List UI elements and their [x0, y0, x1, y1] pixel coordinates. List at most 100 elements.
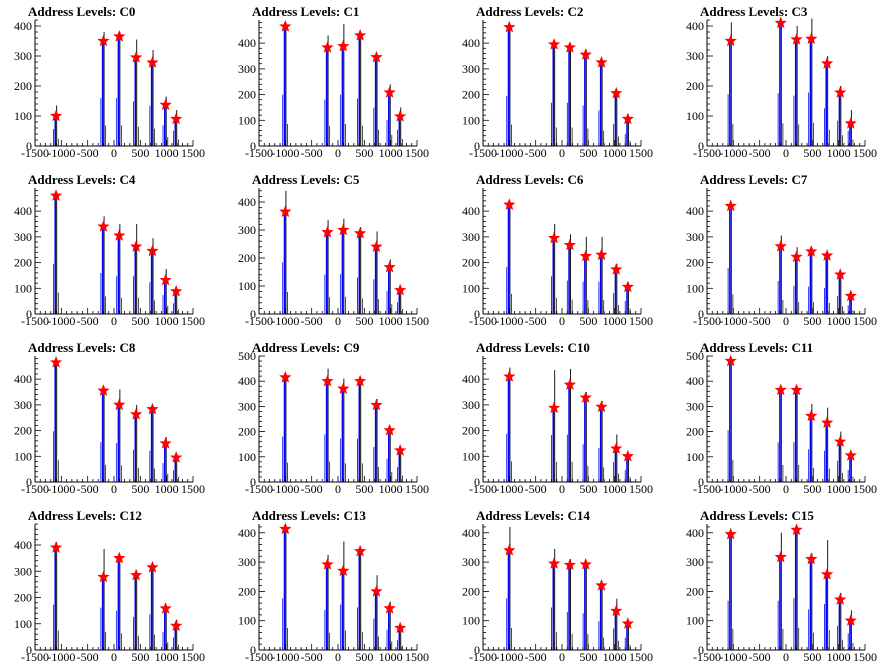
histogram-bar — [838, 274, 841, 314]
x-tick-label: 500 — [355, 482, 373, 496]
peak-marker — [146, 56, 159, 68]
peak-marker — [805, 32, 818, 45]
x-tick-label: 1000 — [379, 650, 403, 664]
histogram-panel: Address Levels: C14 0 100 200 300 400 -1500 -10… — [448, 504, 672, 672]
y-tick-label: 300 — [686, 555, 704, 569]
x-tick-label: -1500 — [469, 482, 497, 496]
histogram-bar — [779, 390, 781, 482]
x-tick-label: -1000 — [719, 146, 747, 160]
x-tick-label: -1500 — [245, 146, 273, 160]
peak-marker — [321, 558, 334, 570]
y-tick-label: 400 — [238, 195, 256, 209]
peak-marker — [844, 449, 857, 461]
x-tick-label: 1500 — [181, 650, 205, 664]
x-tick-label: -1000 — [495, 650, 523, 664]
peak-marker — [97, 34, 110, 47]
x-tick-label: -500 — [525, 146, 547, 160]
histogram-bar — [54, 362, 57, 482]
peak-marker — [774, 16, 787, 29]
histogram-bar — [599, 585, 602, 650]
peak-marker — [844, 117, 857, 129]
x-tick-label: -500 — [749, 146, 771, 160]
peak-marker — [621, 112, 634, 125]
histogram-plot: 0 100 200 300 400 -1500-1000 -500 0 500 1000 1500 — [686, 16, 877, 160]
x-tick-label: 500 — [579, 146, 597, 160]
y-tick-label: 0 — [698, 307, 704, 321]
peak-marker — [279, 522, 292, 535]
y-tick-label: 400 — [462, 36, 480, 50]
peak-marker — [146, 244, 159, 257]
x-tick-label: 1000 — [603, 314, 627, 328]
x-tick-label: 500 — [355, 146, 373, 160]
histogram-panel: Address Levels: C1 0 100 200 300 400 -1500 -100… — [224, 0, 448, 168]
peak-marker — [805, 409, 818, 422]
peak-marker — [547, 557, 561, 569]
peak-marker — [159, 436, 172, 449]
x-tick-label: 0 — [783, 482, 789, 496]
y-tick-label: 0 — [26, 139, 32, 153]
peak-marker — [129, 407, 143, 420]
histogram-bar — [54, 195, 57, 314]
peak-marker — [621, 449, 634, 462]
histogram-bar — [388, 267, 390, 314]
histogram-bar — [552, 563, 555, 650]
x-tick-label: 0 — [783, 314, 789, 328]
y-tick-label: 100 — [14, 617, 32, 631]
x-tick-label: -500 — [301, 314, 323, 328]
y-tick-label: 400 — [462, 204, 480, 218]
x-tick-label: 0 — [559, 650, 565, 664]
peak-marker — [113, 551, 126, 564]
x-tick-label: 500 — [803, 146, 821, 160]
histogram-bar — [838, 441, 841, 482]
peak-marker — [129, 568, 143, 581]
y-tick-label: 100 — [238, 279, 256, 293]
histogram-bar — [283, 377, 286, 482]
histogram-bar — [374, 246, 377, 314]
y-tick-label: 400 — [238, 36, 256, 50]
histogram-bar — [614, 448, 617, 482]
y-tick-label: 0 — [698, 139, 704, 153]
histogram-bar — [729, 206, 731, 314]
peak-marker — [844, 614, 857, 626]
histogram-bar — [849, 296, 851, 314]
peak-marker — [383, 423, 396, 436]
histogram-bar — [584, 397, 586, 482]
x-tick-label: -500 — [77, 482, 99, 496]
x-tick-label: 1500 — [405, 482, 429, 496]
y-tick-label: 0 — [250, 643, 256, 657]
peak-marker — [820, 57, 834, 69]
x-tick-label: 500 — [579, 650, 597, 664]
histogram-plot: 0 100 200 300 400 500 -1500-1000 -500 0 500 1000 15… — [238, 349, 429, 496]
peak-marker — [129, 51, 143, 63]
x-tick-label: 500 — [803, 482, 821, 496]
peak-marker — [337, 223, 350, 236]
histogram-panel: Address Levels: C13 0 100 200 300 400 -1500 -10… — [224, 504, 448, 672]
histogram-panel: Address Levels: C10 0 100 200 300 400 -1500 -10… — [448, 336, 672, 504]
histogram-bar — [825, 255, 828, 314]
histogram-bar — [54, 547, 57, 651]
peak-marker — [790, 33, 803, 45]
y-tick-label: 100 — [462, 614, 480, 628]
x-tick-label: -500 — [301, 146, 323, 160]
y-tick-label: 200 — [686, 79, 704, 93]
panel-title: Address Levels: C14 — [476, 508, 590, 523]
y-tick-label: 100 — [462, 449, 480, 463]
y-tick-label: 400 — [686, 374, 704, 388]
histogram-bar — [54, 116, 57, 146]
histogram-plot: 0 100 200 300 400 -1500-1000 -500 0 500 1000 1500 — [462, 188, 653, 328]
peak-marker — [547, 401, 561, 414]
peak-marker — [279, 205, 292, 218]
panel-title: Address Levels: C0 — [28, 4, 136, 19]
peak-marker — [579, 391, 592, 403]
peak-marker — [353, 28, 367, 41]
peak-marker — [834, 593, 847, 605]
x-tick-label: 1500 — [405, 650, 429, 664]
panel-title: Address Levels: C10 — [476, 340, 590, 355]
x-tick-label: 500 — [803, 314, 821, 328]
histogram-plot: 0 100 200 300 400 -1500-1000 -500 0 500 1000 1500 — [686, 523, 877, 664]
peak-marker — [370, 398, 383, 411]
peak-marker — [370, 50, 383, 63]
y-tick-label: 100 — [238, 450, 256, 464]
histogram-bar — [568, 384, 570, 482]
x-tick-label: 1500 — [853, 146, 877, 160]
